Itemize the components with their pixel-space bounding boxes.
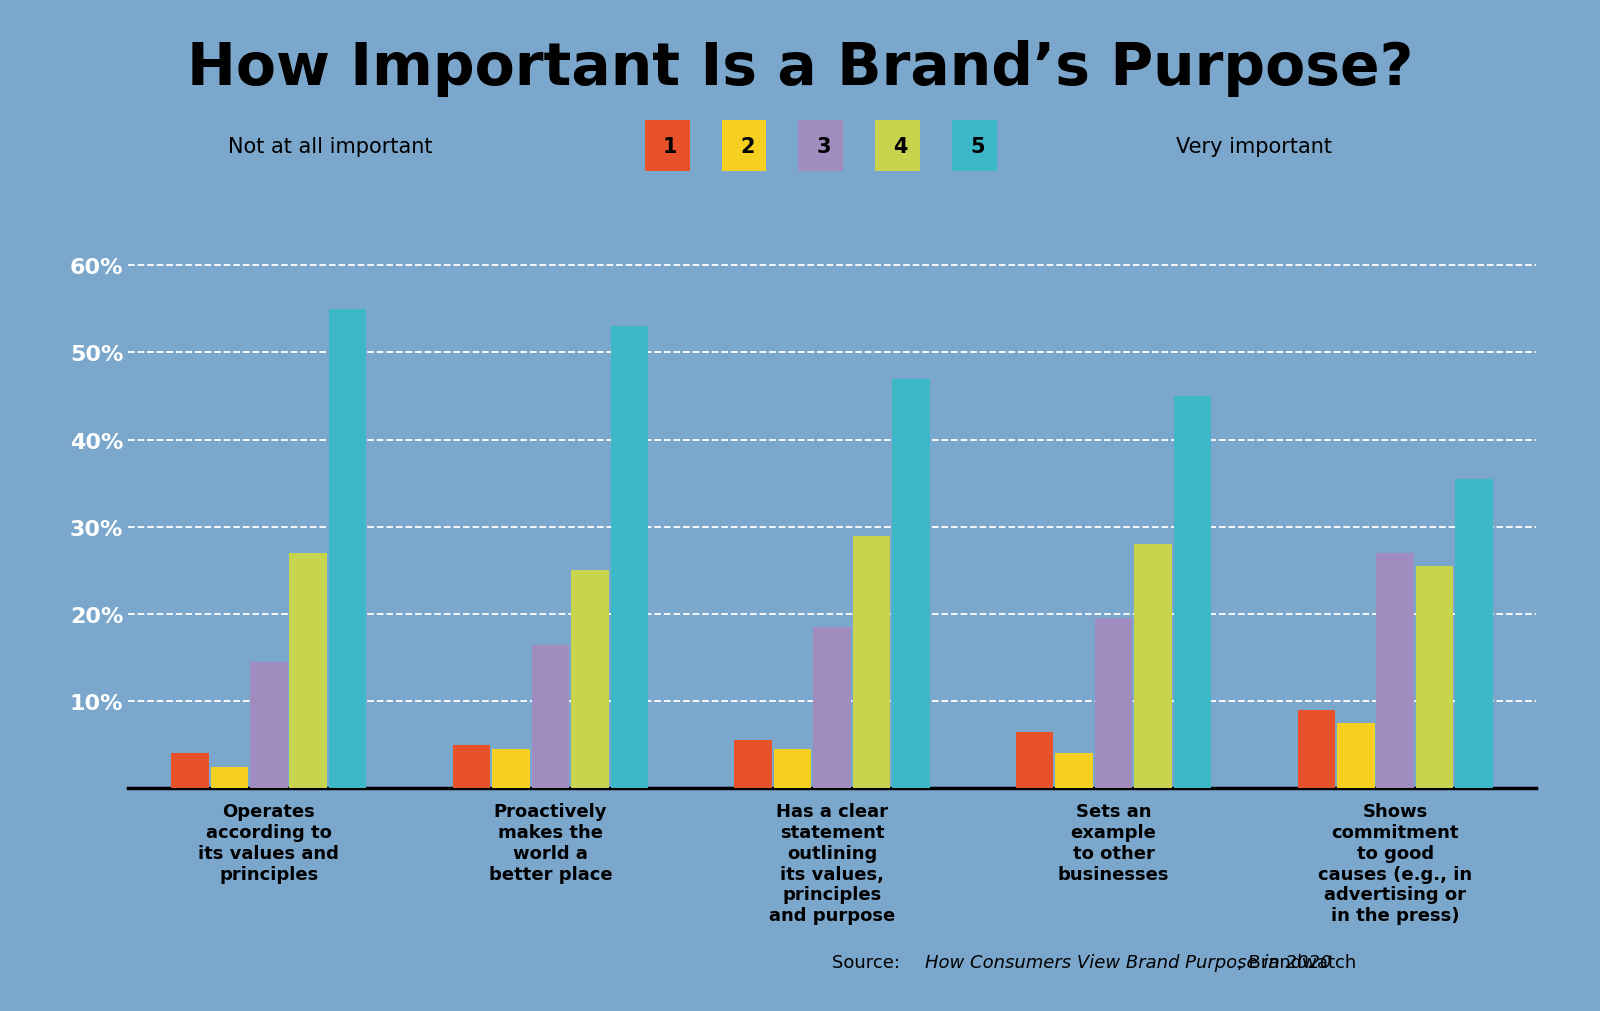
Text: 3: 3 (816, 136, 832, 157)
Bar (1456, 479, 1493, 789)
Bar (1416, 566, 1453, 789)
Text: How Consumers View Brand Purpose in 2020: How Consumers View Brand Purpose in 2020 (925, 952, 1331, 971)
Bar (1094, 619, 1133, 789)
Bar (171, 754, 208, 789)
Bar (1056, 754, 1093, 789)
Text: 2: 2 (739, 136, 755, 157)
Bar (1134, 545, 1171, 789)
Text: , Brandwatch: , Brandwatch (1237, 952, 1357, 971)
Bar (893, 379, 930, 789)
Text: Very important: Very important (1176, 136, 1331, 157)
Bar (611, 327, 648, 789)
Bar (250, 662, 288, 789)
Bar (531, 645, 570, 789)
Bar (1174, 396, 1211, 789)
Text: 1: 1 (662, 136, 678, 157)
Text: How Important Is a Brand’s Purpose?: How Important Is a Brand’s Purpose? (187, 40, 1413, 97)
Bar (774, 749, 811, 789)
Bar (290, 553, 326, 789)
Bar (211, 766, 248, 789)
Bar (571, 571, 608, 789)
Bar (453, 745, 490, 789)
Text: Not at all important: Not at all important (227, 136, 432, 157)
Text: Source:: Source: (832, 952, 906, 971)
Text: 5: 5 (970, 136, 986, 157)
Text: 4: 4 (893, 136, 909, 157)
Bar (330, 309, 366, 789)
Bar (1338, 723, 1374, 789)
Bar (493, 749, 530, 789)
Bar (813, 628, 851, 789)
Bar (1376, 553, 1414, 789)
Bar (1298, 710, 1334, 789)
Bar (1016, 732, 1053, 789)
Bar (853, 536, 890, 789)
Bar (734, 741, 771, 789)
